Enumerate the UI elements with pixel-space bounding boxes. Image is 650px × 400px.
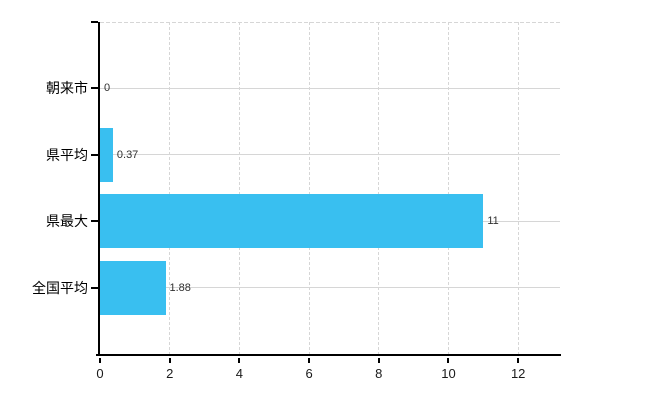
bar-value-label: 1.88: [169, 281, 191, 294]
vertical-gridline: [447, 22, 449, 354]
x-tick-label: 2: [166, 366, 174, 381]
horizontal-gridline: [100, 154, 560, 156]
vertical-gridline: [308, 22, 310, 354]
horizontal-gridline: [100, 287, 560, 289]
x-tick-mark: [99, 358, 101, 363]
x-tick-mark: [517, 358, 520, 363]
vertical-gridline: [378, 22, 380, 354]
plot-area: 0 2 4 6 8 10 12 朝来市県平均県最大全国平均 0 0.37 11 1.88: [32, 21, 561, 381]
x-axis-line: [96, 354, 561, 356]
y-tick-mark: [91, 21, 98, 23]
bar[interactable]: [100, 194, 484, 249]
x-tick-label: 0: [96, 366, 104, 381]
vertical-gridline: [517, 22, 519, 354]
top-border-gridline: [100, 22, 560, 23]
category-label: 県最大: [46, 213, 88, 230]
bar[interactable]: [100, 127, 113, 182]
horizontal-gridline: [100, 87, 560, 89]
x-tick-label: 4: [235, 366, 244, 381]
y-tick-mark: [91, 286, 98, 289]
bar-value-label: 0.37: [116, 148, 139, 161]
y-axis-line: [98, 22, 100, 356]
bar-value-label: 0: [104, 82, 111, 95]
category-label: 県平均: [46, 146, 88, 163]
bar[interactable]: [100, 260, 166, 315]
bar-value-label: 11: [487, 215, 499, 228]
y-tick-mark: [91, 220, 98, 223]
x-tick-mark: [308, 358, 311, 363]
x-tick-label: 10: [441, 366, 456, 381]
category-label: 朝来市: [46, 80, 88, 97]
x-tick-mark: [238, 358, 241, 363]
x-tick-label: 12: [510, 366, 526, 381]
vertical-gridline: [169, 22, 171, 354]
x-tick-label: 8: [375, 366, 383, 381]
x-tick-mark: [168, 358, 171, 363]
y-tick-mark: [91, 87, 98, 90]
x-tick-mark: [377, 358, 380, 363]
y-tick-mark: [91, 153, 98, 156]
vertical-gridline: [238, 22, 240, 354]
x-tick-label: 6: [305, 366, 313, 381]
category-label: 全国平均: [32, 279, 88, 296]
x-tick-mark: [447, 358, 450, 363]
